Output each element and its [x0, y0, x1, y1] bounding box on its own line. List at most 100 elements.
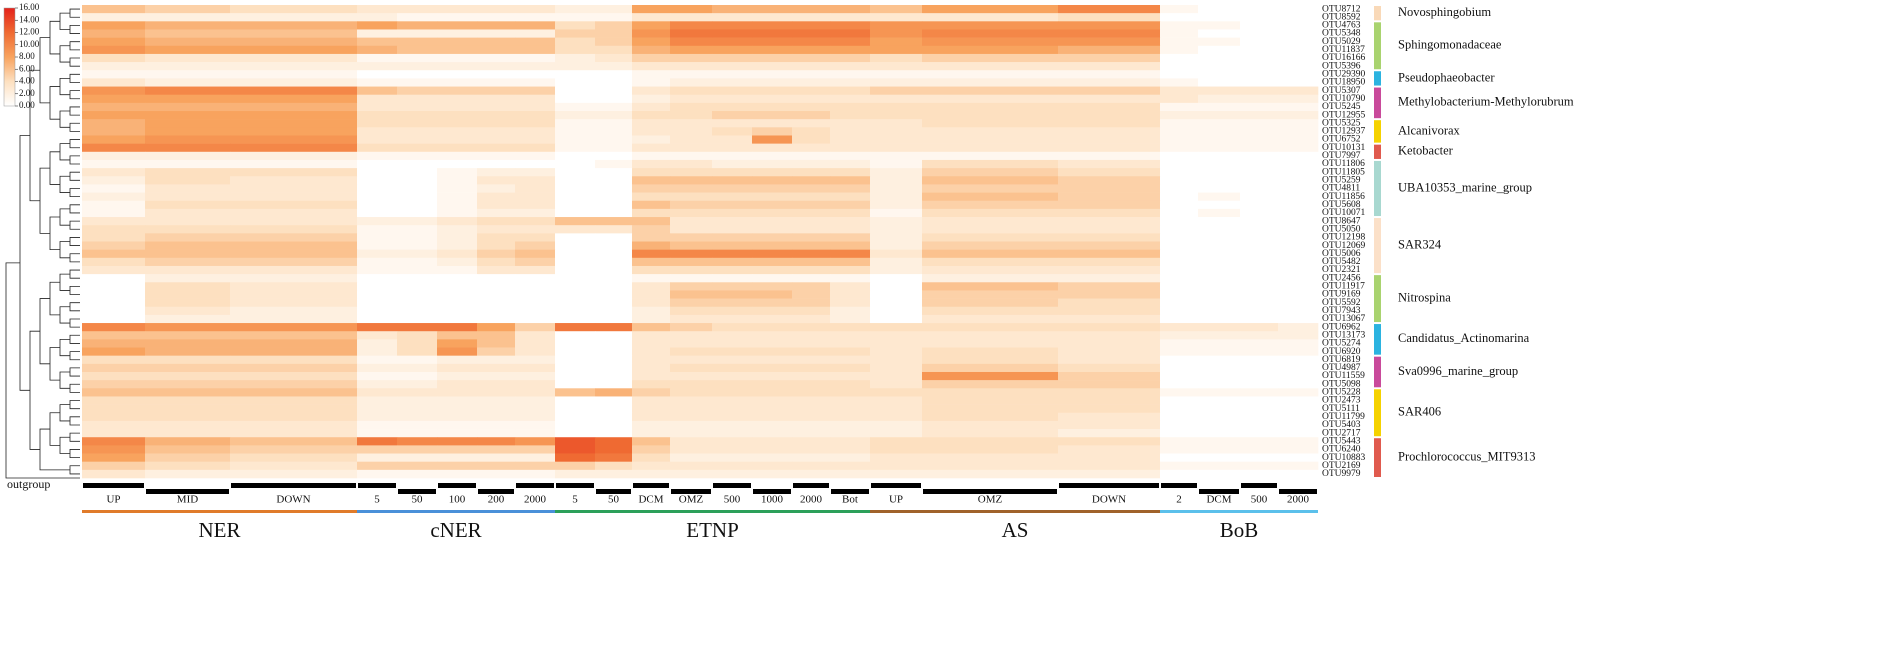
heat-cell	[830, 298, 871, 308]
heat-cell	[1160, 445, 1199, 454]
heat-cell	[555, 306, 596, 316]
heat-cell	[1240, 70, 1279, 79]
heat-cell	[555, 5, 596, 14]
heat-cell	[670, 94, 713, 104]
heat-cell	[830, 347, 871, 356]
heat-cell	[357, 127, 398, 136]
group-bar	[1241, 483, 1277, 488]
heat-cell	[595, 168, 633, 177]
heat-cell	[397, 111, 438, 120]
heat-cell	[1278, 135, 1319, 144]
group-bar	[358, 483, 396, 488]
heat-cell	[477, 314, 516, 324]
heat-cell	[922, 225, 1059, 234]
heat-cell	[555, 94, 596, 104]
otu-label: OTU5482	[1322, 257, 1361, 267]
heat-cell	[922, 78, 1059, 87]
heat-cell	[145, 453, 231, 462]
heat-cell	[670, 314, 713, 324]
heat-cell	[632, 347, 671, 356]
heat-cell	[792, 445, 831, 454]
otu-label: OTU8647	[1322, 216, 1361, 226]
group-bar	[1059, 483, 1159, 488]
heat-cell	[670, 86, 713, 96]
heat-cell	[595, 29, 633, 38]
heat-cell	[1198, 143, 1241, 153]
section-line	[555, 510, 870, 513]
taxon-label: Pseudophaeobacter	[1398, 70, 1495, 84]
heat-cell	[830, 5, 871, 14]
heat-cell	[437, 151, 478, 161]
heat-cell	[1278, 314, 1319, 324]
heat-cell	[357, 355, 398, 365]
heat-cell	[437, 380, 478, 389]
heat-cell	[397, 241, 438, 250]
heat-cell	[670, 159, 713, 169]
heat-cell	[1160, 94, 1199, 104]
group-bar	[83, 483, 144, 488]
heat-cell	[1198, 363, 1241, 373]
otu-label: OTU12955	[1322, 110, 1366, 120]
heat-cell	[357, 159, 398, 169]
heat-cell	[1058, 412, 1161, 422]
heat-cell	[397, 86, 438, 96]
heat-cell	[230, 249, 358, 259]
heat-cell	[792, 290, 831, 299]
heat-cell	[437, 217, 478, 226]
heat-cell	[1058, 159, 1161, 169]
otu-label: OTU2717	[1322, 428, 1361, 438]
heat-cell	[922, 420, 1059, 430]
heat-cell	[357, 29, 398, 38]
heat-cell	[397, 5, 438, 14]
heat-cell	[397, 249, 438, 259]
heat-cell	[712, 225, 753, 234]
heat-cell	[712, 159, 753, 169]
heat-cell	[670, 380, 713, 389]
heat-cell	[1278, 111, 1319, 120]
heat-cell	[555, 200, 596, 210]
heat-cell	[1240, 62, 1279, 71]
heat-cell	[870, 13, 923, 22]
heat-cell	[670, 388, 713, 397]
heat-cell	[145, 274, 231, 283]
heat-cell	[1198, 111, 1241, 120]
taxon-label: Prochlorococcus_MIT9313	[1398, 449, 1535, 463]
heat-cell	[830, 282, 871, 291]
heat-cell	[1160, 396, 1199, 405]
heat-cell	[357, 53, 398, 63]
heat-cell	[1240, 217, 1279, 226]
section-label: cNER	[430, 518, 481, 542]
heat-cell	[632, 396, 671, 405]
otu-label: OTU7943	[1322, 306, 1361, 316]
heat-cell	[477, 127, 516, 136]
heat-cell	[922, 257, 1059, 267]
heat-cell	[712, 233, 753, 242]
heat-cell	[792, 420, 831, 430]
heat-cell	[830, 29, 871, 38]
heat-cell	[595, 192, 633, 202]
heat-cell	[792, 208, 831, 218]
heat-cell	[82, 70, 146, 79]
group-label: OMZ	[679, 494, 704, 506]
heat-cell	[477, 151, 516, 161]
heat-cell	[752, 461, 793, 471]
heat-cell	[670, 217, 713, 226]
heat-cell	[515, 282, 556, 291]
heat-cell	[477, 102, 516, 112]
heat-cell	[145, 37, 231, 47]
heat-cell	[1278, 225, 1319, 234]
heat-cell	[1240, 127, 1279, 136]
dendrogram-branch	[49, 151, 60, 185]
heat-cell	[555, 159, 596, 169]
heat-cell	[1198, 135, 1241, 144]
heat-cell	[1160, 176, 1199, 185]
group-label: 1000	[761, 494, 784, 506]
heat-cell	[595, 355, 633, 365]
heat-cell	[515, 111, 556, 120]
heat-cell	[555, 469, 596, 479]
heat-cell	[82, 102, 146, 112]
heat-cell	[792, 453, 831, 462]
heat-cell	[792, 217, 831, 226]
dendrogram-branch	[59, 143, 70, 161]
heat-cell	[670, 363, 713, 373]
